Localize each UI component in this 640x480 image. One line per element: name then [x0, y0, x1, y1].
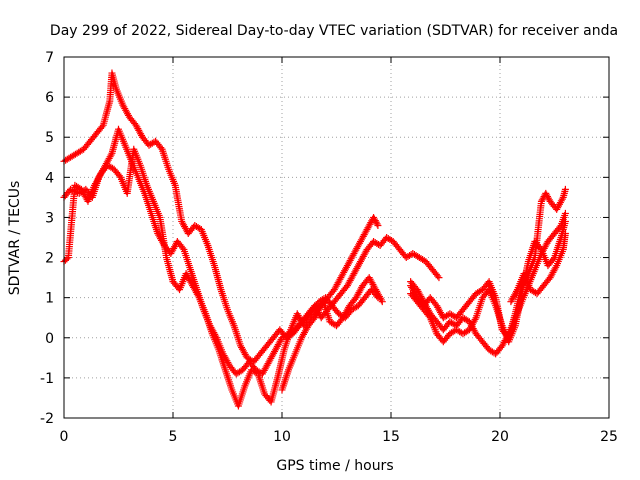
- data-point: [107, 151, 115, 159]
- data-point: [435, 274, 443, 282]
- data-point: [451, 321, 459, 329]
- y-tick-label: 7: [45, 50, 54, 66]
- data-point: [331, 321, 339, 329]
- series-track-4: [278, 213, 382, 394]
- data-point: [378, 298, 386, 306]
- data-points: [60, 69, 569, 410]
- data-point: [194, 292, 202, 300]
- data-point: [63, 255, 71, 263]
- data-point: [552, 263, 560, 271]
- data-point: [115, 172, 123, 180]
- chart-title: Day 299 of 2022, Sidereal Day-to-day VTE…: [50, 23, 618, 39]
- data-point: [451, 313, 459, 321]
- data-point: [490, 349, 498, 357]
- data-point: [561, 229, 569, 237]
- x-tick-label: 20: [491, 429, 509, 445]
- y-tick-label: 4: [45, 170, 54, 186]
- data-point: [549, 255, 557, 263]
- y-tick-label: 2: [45, 251, 54, 267]
- data-point: [513, 287, 521, 295]
- data-point: [374, 221, 382, 229]
- data-point: [425, 312, 433, 320]
- data-point: [434, 272, 442, 280]
- grid-layer: [64, 57, 609, 418]
- plot-frame: [63, 56, 610, 419]
- y-tick-label: 1: [45, 291, 54, 307]
- x-tick-label: 5: [169, 429, 178, 445]
- x-tick-label: 25: [600, 429, 618, 445]
- series-track-3: [60, 145, 386, 410]
- x-tick-label: 10: [273, 429, 291, 445]
- data-point: [377, 296, 385, 304]
- data-point: [150, 138, 158, 146]
- data-point: [531, 289, 539, 297]
- y-axis-label: SDTVAR / TECUs: [7, 181, 23, 296]
- y-tick-label: 0: [45, 331, 54, 347]
- y-tick-label: 3: [45, 210, 54, 226]
- data-point: [561, 185, 569, 193]
- data-point: [561, 209, 569, 217]
- y-tick-label: 6: [45, 90, 54, 106]
- x-tick-label: 0: [60, 429, 69, 445]
- data-point: [536, 244, 544, 252]
- y-tick-label: -2: [40, 411, 54, 427]
- data-point: [558, 195, 566, 203]
- data-point: [98, 123, 106, 131]
- data-point: [561, 217, 569, 225]
- x-tick-label: 15: [382, 429, 400, 445]
- series-track-8: [507, 229, 569, 306]
- data-point: [373, 220, 381, 228]
- data-point: [374, 241, 382, 249]
- data-point: [471, 315, 479, 323]
- y-tick-label: -1: [40, 371, 54, 387]
- y-tick-label: 5: [45, 130, 54, 146]
- data-point: [179, 244, 187, 252]
- data-point: [157, 144, 165, 152]
- x-axis-label: GPS time / hours: [276, 458, 393, 474]
- series-track-1: [60, 125, 443, 378]
- data-point: [248, 357, 256, 365]
